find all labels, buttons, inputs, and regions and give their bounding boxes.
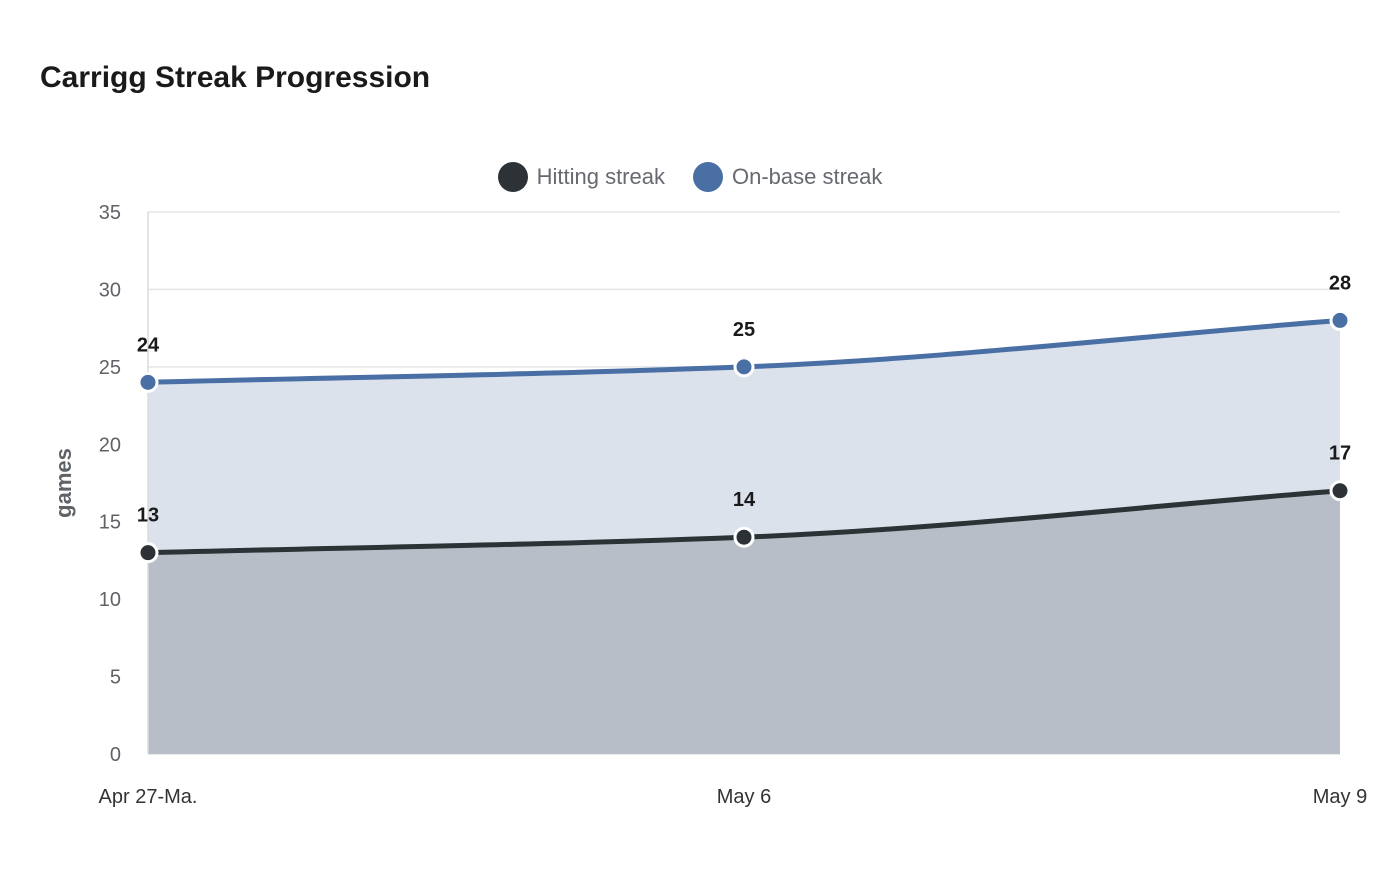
- legend-item-hitting-streak[interactable]: Hitting streak: [497, 162, 665, 192]
- data-label-hitting-streak-may-9: 17: [1329, 443, 1351, 465]
- data-label-hitting-streak-may-6: 14: [733, 489, 756, 511]
- legend: Hitting streak On-base streak: [0, 162, 1380, 192]
- y-tick-label-20: 20: [99, 434, 121, 456]
- y-tick-label-30: 30: [99, 279, 121, 301]
- data-label-on-base-streak-apr-27-ma: 24: [137, 334, 160, 356]
- area-hitting-streak: [148, 490, 1340, 754]
- y-tick-label-10: 10: [99, 589, 121, 611]
- point-hitting-streak-may-6: [733, 526, 755, 548]
- chart-title: Carrigg Streak Progression: [40, 61, 431, 94]
- point-on-base-streak-apr-27-ma: [137, 371, 159, 393]
- data-labels: 13 14 17 24 25 28: [137, 272, 1351, 526]
- x-tick-label-may-9: May 9: [1313, 786, 1367, 808]
- legend-label-on-base-streak: On-base streak: [731, 164, 883, 189]
- y-axis-title: games: [51, 448, 76, 518]
- legend-swatch-on-base-streak: [692, 162, 723, 192]
- data-label-on-base-streak-may-9: 28: [1329, 272, 1351, 294]
- point-hitting-streak-may-9: [1329, 480, 1351, 502]
- y-tick-label-15: 15: [99, 512, 121, 534]
- y-tick-label-35: 35: [99, 202, 121, 224]
- x-tick-label-apr-27-ma: Apr 27-Ma.: [99, 786, 198, 808]
- data-label-on-base-streak-may-6: 25: [733, 319, 755, 341]
- legend-item-on-base-streak[interactable]: On-base streak: [692, 162, 883, 192]
- y-tick-label-0: 0: [110, 744, 121, 766]
- data-label-hitting-streak-apr-27-ma: 13: [137, 505, 159, 527]
- x-tick-label-may-6: May 6: [717, 786, 771, 808]
- y-tick-label-5: 5: [110, 667, 121, 689]
- axes: 0 5 10 15 20 25 30 35 games Apr 27-Ma. May 6 May 9: [51, 202, 1367, 808]
- legend-label-hitting-streak: Hitting streak: [536, 164, 665, 189]
- point-on-base-streak-may-9: [1329, 309, 1351, 331]
- point-hitting-streak-apr-27-ma: [137, 542, 159, 564]
- point-on-base-streak-may-6: [733, 356, 755, 378]
- y-tick-label-25: 25: [99, 357, 121, 379]
- data-points: [137, 309, 1351, 564]
- legend-swatch-hitting-streak: [497, 162, 528, 192]
